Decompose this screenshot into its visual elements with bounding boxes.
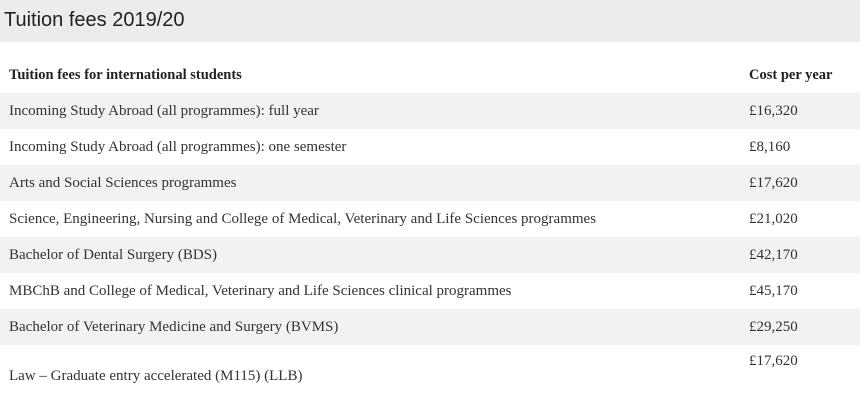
column-header: Tuition fees for international students — [9, 66, 242, 83]
programme-cell: Bachelor of Dental Surgery (BDS) — [0, 237, 749, 273]
table-head: Tuition fees for international students … — [0, 57, 860, 93]
table-row: Law – Graduate entry accelerated (M115) … — [0, 345, 860, 401]
programme-cell: Science, Engineering, Nursing and Colleg… — [9, 210, 597, 227]
title-band: Tuition fees 2019/20 — [0, 0, 860, 42]
cost-cell: £45,170 — [749, 282, 798, 299]
cost-cell: £29,250 — [749, 309, 860, 345]
cost-cell: £16,320 — [749, 93, 860, 129]
table-row: Science, Engineering, Nursing and Colleg… — [0, 201, 860, 237]
programme-cell: Law – Graduate entry accelerated (M115) … — [9, 367, 303, 384]
programme-cell: Incoming Study Abroad (all programmes): … — [9, 138, 347, 155]
programme-cell: Arts and Social Sciences programmes — [0, 165, 749, 201]
header-row: Tuition fees for international students … — [0, 57, 860, 93]
page-title: Tuition fees 2019/20 — [4, 9, 185, 31]
table-row: Arts and Social Sciences programmes £17,6… — [0, 165, 860, 201]
cost-cell: £17,620 — [749, 165, 860, 201]
programme-cell: MBChB and College of Medical, Veterinary… — [9, 282, 512, 299]
cost-cell: £42,170 — [749, 237, 860, 273]
table-body: Incoming Study Abroad (all programmes): … — [0, 93, 860, 401]
cost-cell: £8,160 — [749, 138, 791, 155]
programme-cell: Bachelor of Veterinary Medicine and Surg… — [0, 309, 749, 345]
table-row: Bachelor of Dental Surgery (BDS) £42,170 — [0, 237, 860, 273]
table-row: Bachelor of Veterinary Medicine and Surg… — [0, 309, 860, 345]
table-row: MBChB and College of Medical, Veterinary… — [0, 273, 860, 309]
column-header: Cost per year — [749, 66, 833, 83]
table-row: Incoming Study Abroad (all programmes): … — [0, 93, 860, 129]
fees-table: Tuition fees for international students … — [0, 57, 860, 401]
table-row: Incoming Study Abroad (all programmes): … — [0, 129, 860, 165]
cost-cell: £17,620 — [749, 353, 798, 369]
cost-cell: £21,020 — [749, 210, 798, 227]
programme-cell: Incoming Study Abroad (all programmes): … — [0, 93, 749, 129]
